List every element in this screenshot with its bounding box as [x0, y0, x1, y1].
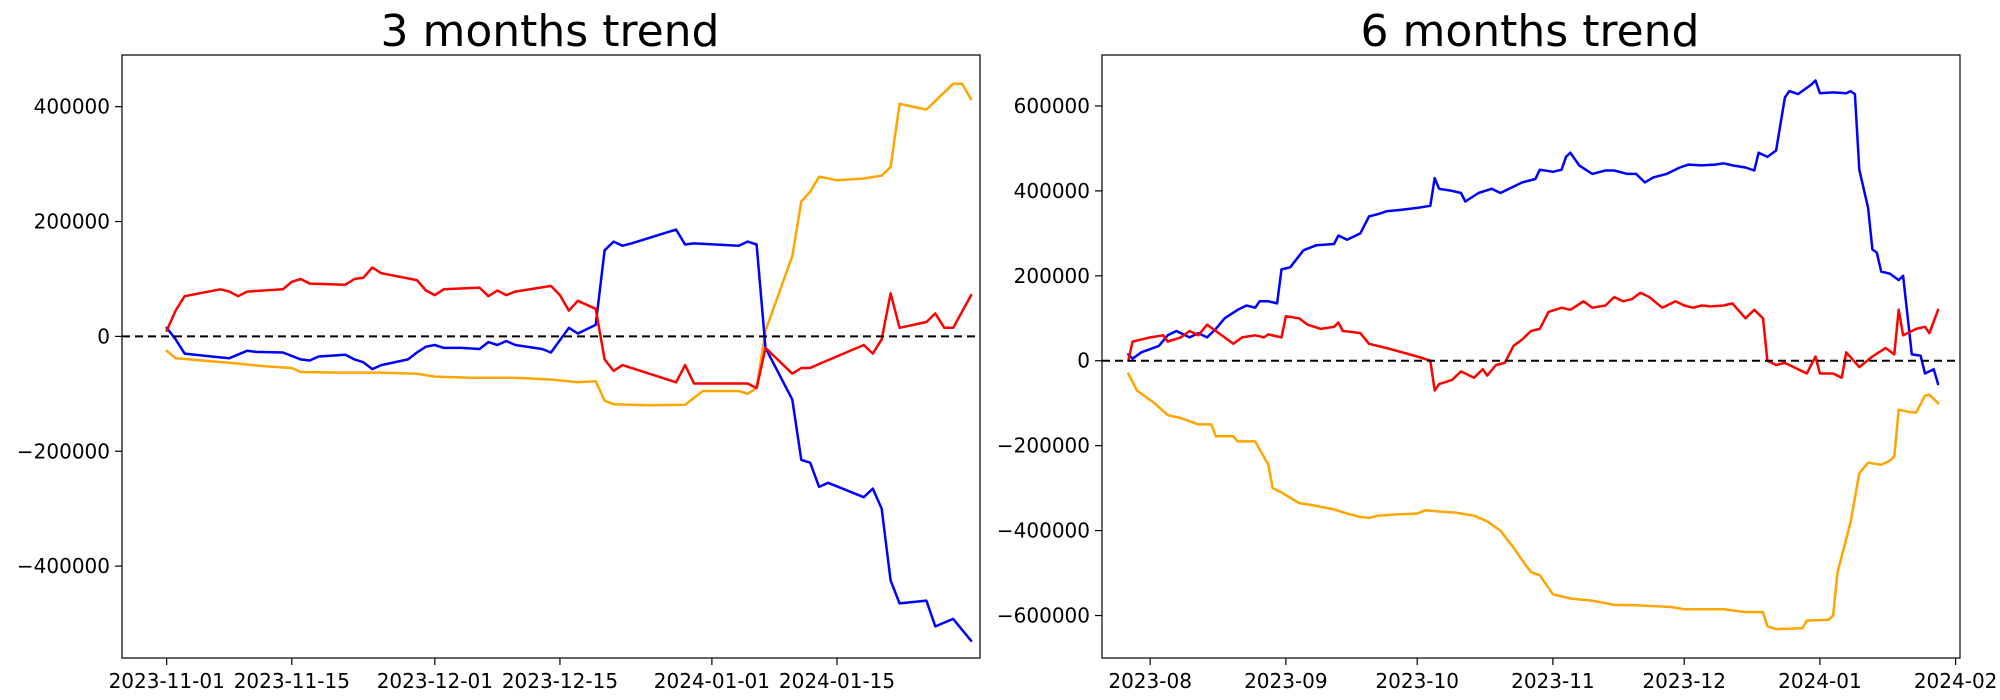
y-tick-label: −600000 [997, 604, 1090, 628]
y-tick-label: 200000 [34, 210, 110, 234]
series-line-0 [1127, 372, 1940, 631]
series-layer [165, 82, 973, 643]
series-line-2 [165, 266, 973, 390]
x-tick-label: 2023-12-15 [502, 669, 618, 693]
x-tick-label: 2024-01 [1778, 669, 1862, 693]
x-tick-label: 2023-11 [1511, 669, 1595, 693]
y-tick-label: 200000 [1014, 264, 1090, 288]
chart-6-months-trend: 6 months trend 2023-08 2023-09 2023-10 2023… [997, 6, 1998, 693]
y-tick-label: −200000 [997, 434, 1090, 458]
x-tick-label: 2023-11-01 [109, 669, 225, 693]
plot-area-frame [1101, 54, 1961, 659]
x-tick-label: 2023-11-15 [234, 669, 350, 693]
axis-layer: 2023-11-01 2023-11-15 2023-12-01 2023-12-15… [17, 95, 895, 693]
y-tick-label: 0 [97, 324, 110, 348]
x-tick-label: 2024-01-15 [779, 669, 895, 693]
y-tick-label: 400000 [1014, 179, 1090, 203]
chart-3-months-trend: 3 months trend 2023-11-01 2023-11-15 2023-… [17, 6, 981, 693]
x-tick-label: 2023-10 [1375, 669, 1459, 693]
series-line-0 [165, 82, 973, 407]
x-tick-label: 2024-01-01 [654, 669, 770, 693]
x-tick-label: 2023-12 [1642, 669, 1726, 693]
y-tick-label: 400000 [34, 95, 110, 119]
x-tick-label: 2023-08 [1108, 669, 1192, 693]
y-tick-label: 0 [1077, 349, 1090, 373]
x-tick-label: 2023-12-01 [377, 669, 493, 693]
axis-layer: 2023-08 2023-09 2023-10 2023-11 2023-12 2024-… [997, 94, 1998, 693]
chart-title: 3 months trend [381, 6, 720, 57]
plot-area-frame [121, 54, 981, 659]
x-tick-label: 2024-02 [1914, 669, 1998, 693]
chart-title: 6 months trend [1361, 6, 1700, 57]
series-line-1 [165, 228, 973, 643]
series-line-2 [1127, 291, 1940, 392]
series-layer [1127, 79, 1940, 631]
y-tick-label: −400000 [17, 554, 110, 578]
y-tick-label: 600000 [1014, 94, 1090, 118]
y-tick-label: −400000 [997, 519, 1090, 543]
series-line-1 [1127, 79, 1940, 386]
y-tick-label: −200000 [17, 439, 110, 463]
x-tick-label: 2023-09 [1244, 669, 1328, 693]
